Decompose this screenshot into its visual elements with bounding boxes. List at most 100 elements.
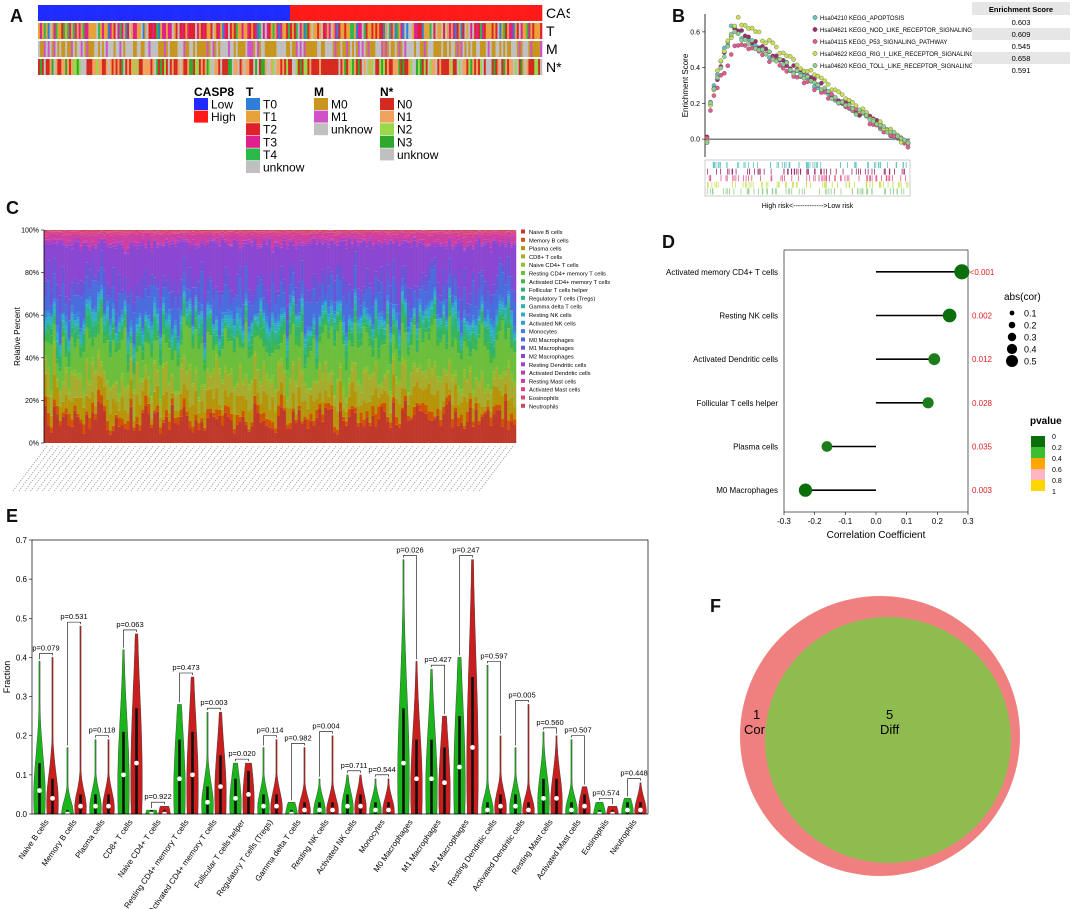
bar-segment <box>392 259 396 278</box>
bar-segment <box>282 410 287 443</box>
bar-segment <box>377 317 381 321</box>
bar-segment <box>480 270 484 276</box>
n-cell <box>297 59 300 75</box>
t-cell <box>162 23 165 39</box>
n-cell <box>202 59 206 75</box>
n-cell <box>472 59 475 75</box>
casp8-cell <box>532 5 535 21</box>
bar-segment <box>91 337 95 347</box>
bar-segment <box>474 233 478 240</box>
bar-segment <box>433 241 437 244</box>
bar-segment <box>406 327 411 333</box>
m-cell <box>355 41 359 57</box>
bar-segment <box>141 412 145 443</box>
t-cell <box>361 23 364 39</box>
bar-segment <box>244 293 248 300</box>
bar-segment <box>477 425 481 443</box>
bar-segment <box>215 335 219 343</box>
bar-segment <box>126 337 130 342</box>
bar-segment <box>368 321 372 324</box>
t-cell <box>53 23 56 39</box>
n-cell <box>171 59 174 75</box>
gsea-tick-frame <box>704 159 911 197</box>
bar-segment <box>197 231 201 233</box>
bar-segment <box>141 331 145 336</box>
bar-segment <box>179 345 183 364</box>
bar-segment <box>111 328 116 341</box>
bar-segment <box>123 310 127 314</box>
casp8-cell <box>334 5 337 21</box>
bar-segment <box>347 332 352 341</box>
bar-segment <box>395 376 399 384</box>
bar-segment <box>46 412 51 426</box>
bar-segment <box>212 232 216 235</box>
bar-segment <box>306 230 310 232</box>
bar-segment <box>341 240 346 278</box>
t-cell <box>429 23 432 39</box>
bar-segment <box>318 368 322 393</box>
casp8-cell <box>193 5 196 21</box>
bar-segment <box>247 230 251 232</box>
bar-segment <box>448 311 452 317</box>
bar-segment <box>318 317 322 319</box>
bar-segment <box>386 302 390 305</box>
bar-segment <box>406 415 411 421</box>
bar-segment <box>97 350 101 357</box>
bar-segment <box>303 287 307 303</box>
bar-segment <box>415 328 419 330</box>
bar-segment <box>200 230 204 232</box>
gsea-point <box>728 52 734 57</box>
casp8-cell <box>235 5 238 21</box>
bar-segment <box>359 405 363 413</box>
bar-segment <box>395 312 399 320</box>
m-cell <box>125 41 128 57</box>
bar-segment <box>477 386 481 404</box>
legend-title-3: N* <box>380 85 394 99</box>
bar-segment <box>327 267 331 286</box>
bar-segment <box>368 240 372 284</box>
bar-segment <box>185 411 189 416</box>
bar-segment <box>315 417 319 443</box>
bar-segment <box>303 382 307 386</box>
bar-segment <box>368 283 372 288</box>
bar-segment <box>241 240 245 244</box>
t-cell <box>249 23 252 39</box>
bar-segment <box>312 324 316 329</box>
bar-segment <box>253 237 257 239</box>
bar-segment <box>191 426 195 433</box>
t-cell <box>129 23 132 39</box>
bar-segment <box>377 406 381 419</box>
bar-segment <box>194 372 198 392</box>
bar-segment <box>285 370 290 398</box>
n-cell <box>206 59 209 75</box>
bar-segment <box>350 362 354 370</box>
t-cell <box>501 23 504 39</box>
bar-segment <box>179 416 183 443</box>
bar-segment <box>156 322 160 330</box>
bar-segment <box>73 242 77 279</box>
bar-segment <box>395 232 399 235</box>
bar-segment <box>117 321 121 324</box>
bar-segment <box>241 348 245 380</box>
n-cell <box>105 59 109 75</box>
bar-segment <box>164 361 169 365</box>
bar-segment <box>451 295 455 304</box>
bar-segment <box>120 318 124 321</box>
bar-segment <box>280 244 284 248</box>
bar-segment <box>52 406 57 443</box>
bar-segment <box>336 305 340 313</box>
bar-segment <box>277 390 281 406</box>
bar-segment <box>439 231 443 235</box>
bar-segment <box>362 232 366 236</box>
bar-segment <box>94 370 98 374</box>
bar-segment <box>79 373 83 381</box>
bar-segment <box>282 313 287 316</box>
bar-segment <box>129 333 133 336</box>
bar-segment <box>480 301 484 305</box>
bar-segment <box>67 338 71 341</box>
bar-segment <box>97 230 101 232</box>
bar-segment <box>324 319 328 325</box>
bar-segment <box>333 426 337 433</box>
bar-segment <box>259 422 263 443</box>
